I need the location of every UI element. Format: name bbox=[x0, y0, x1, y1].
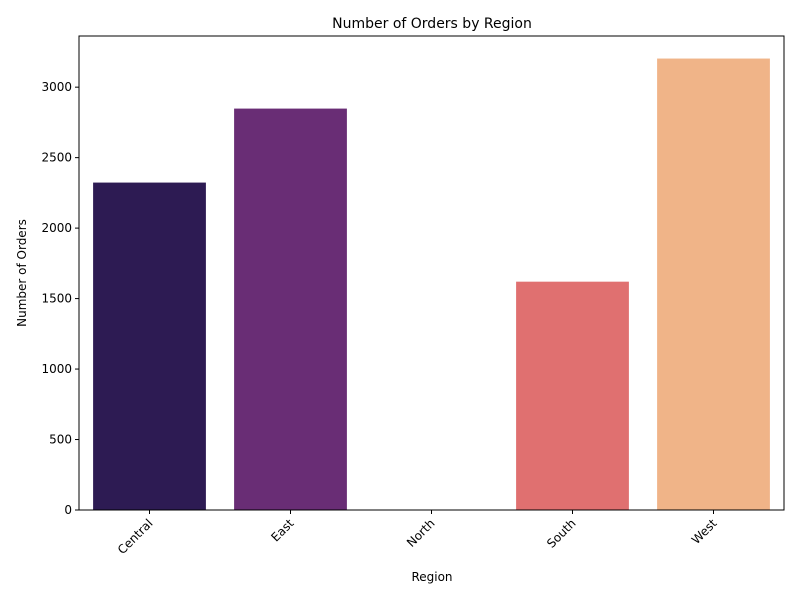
x-tick-label-central: Central bbox=[115, 516, 156, 557]
y-tick-label: 2500 bbox=[41, 151, 72, 165]
y-axis-title: Number of Orders bbox=[15, 219, 29, 327]
bars-group bbox=[93, 58, 770, 511]
x-tick-label-north: North bbox=[404, 516, 438, 550]
plot-frame bbox=[78, 35, 785, 511]
y-tick-label: 0 bbox=[64, 503, 72, 517]
bar-west bbox=[657, 58, 770, 511]
bar-south bbox=[516, 281, 629, 510]
bar-east bbox=[234, 108, 347, 510]
chart-title: Number of Orders by Region bbox=[332, 16, 532, 32]
x-axis-title: Region bbox=[411, 570, 452, 584]
y-axis-ticks: 0 500 1000 1500 2000 2500 3000 bbox=[41, 80, 79, 517]
x-tick-label-west: West bbox=[689, 516, 720, 547]
y-tick-label: 1000 bbox=[41, 362, 72, 376]
x-tick-label-south: South bbox=[544, 516, 579, 551]
bar-central bbox=[93, 182, 206, 510]
x-axis-ticks: Central East North South West bbox=[115, 510, 720, 557]
y-tick-label: 3000 bbox=[41, 80, 72, 94]
x-tick-label-east: East bbox=[268, 516, 296, 544]
y-tick-label: 1500 bbox=[41, 292, 72, 306]
y-tick-label: 2000 bbox=[41, 221, 72, 235]
y-tick-label: 500 bbox=[49, 433, 72, 447]
